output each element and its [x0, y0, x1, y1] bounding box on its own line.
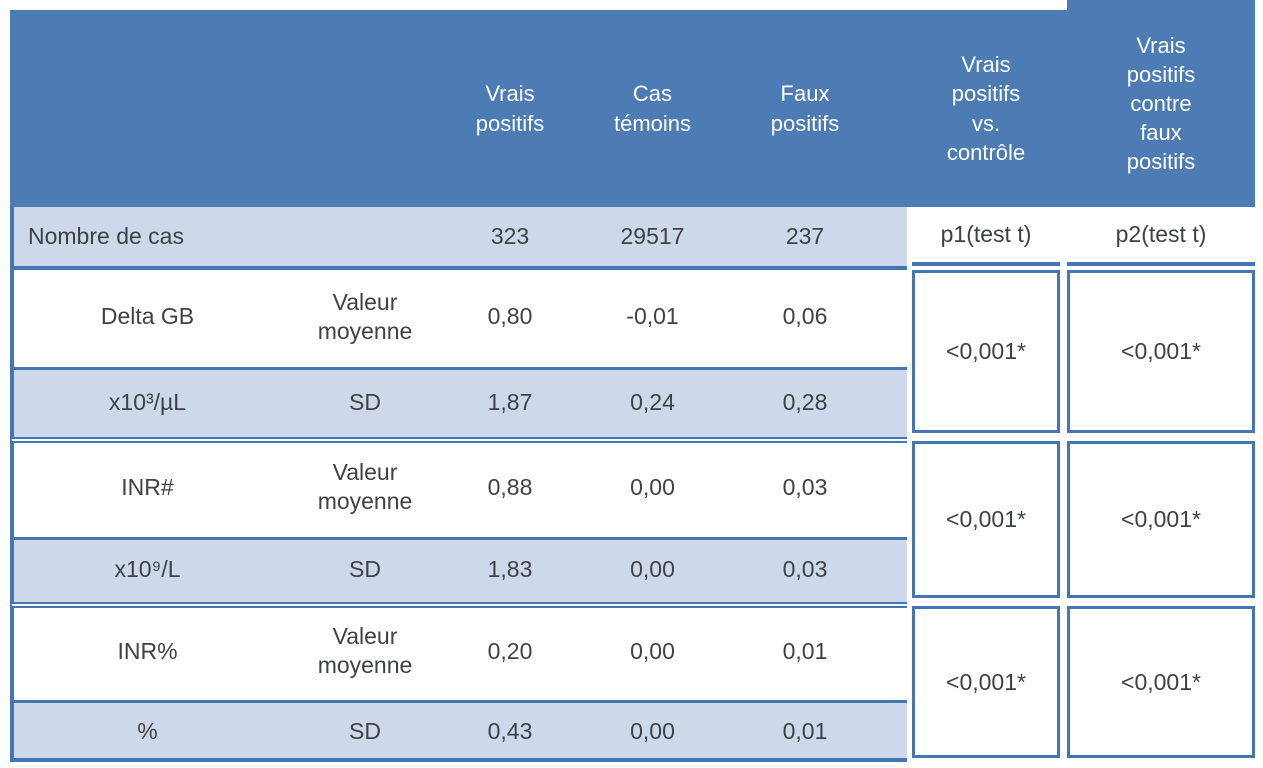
inr-pct-sd-vrais-positifs: 0,43 — [487, 717, 533, 744]
header-col-vrais-positifs: Vrais positifs — [475, 81, 545, 136]
table-header-background — [10, 10, 1067, 207]
delta-gb-p1-value: <0,001* — [912, 270, 1060, 433]
delta-gb-sd-faux-positifs: 0,28 — [782, 388, 828, 415]
delta-gb-sd-vrais-positifs: 1,87 — [487, 388, 533, 415]
inr-pct-sd-cas-temoins: 0,00 — [630, 717, 675, 744]
inr-num-p1-value: <0,001* — [912, 441, 1060, 598]
count-row-label: Nombre de cas — [28, 223, 184, 250]
header-col-vrais-positifs-contre-faux-positifs: Vrais positifs contre faux positifs — [1067, 0, 1255, 207]
row-label-inr-pct: INR% — [117, 637, 178, 664]
inr-pct-sd-faux-positifs: 0,01 — [782, 717, 828, 744]
delta-gb-mean-label: Valeur moyenne — [317, 288, 413, 344]
inr-pct-p1-value: <0,001* — [912, 606, 1060, 758]
inr-pct-mean-cas-temoins: 0,00 — [630, 637, 675, 664]
statistics-table: Vrais positifs Cas témoins Faux positifs… — [10, 0, 1255, 762]
inr-num-sd-vrais-positifs: 1,83 — [487, 556, 533, 583]
inr-num-sd-faux-positifs: 0,03 — [782, 556, 828, 583]
inr-num-mean-cas-temoins: 0,00 — [630, 473, 675, 500]
delta-gb-p2-value: <0,001* — [1067, 270, 1255, 433]
row-label-inr-num-unit: x10⁹/L — [114, 556, 181, 583]
inr-num-mean-label: Valeur moyenne — [317, 459, 413, 514]
delta-gb-mean-faux-positifs: 0,06 — [782, 303, 828, 330]
inr-num-mean-faux-positifs: 0,03 — [782, 473, 828, 500]
p1-test-label: p1(test t) — [912, 207, 1060, 266]
row-background-inr-pct-mean — [10, 602, 907, 700]
row-background-delta-gb-sd — [10, 367, 907, 437]
row-label-inr-num: INR# — [121, 473, 174, 500]
inr-num-p2-value: <0,001* — [1067, 441, 1255, 598]
row-background-inr-num-mean — [10, 437, 907, 537]
row-background-inr-pct-sd — [10, 700, 907, 762]
count-vrais-positifs: 323 — [490, 223, 530, 250]
count-faux-positifs: 237 — [785, 223, 825, 250]
inr-pct-sd-label: SD — [349, 717, 381, 744]
row-label-inr-pct-unit: % — [137, 717, 158, 744]
header-col-faux-positifs: Faux positifs — [770, 81, 840, 136]
delta-gb-sd-cas-temoins: 0,24 — [630, 388, 675, 415]
inr-num-sd-label: SD — [349, 556, 381, 583]
inr-pct-mean-faux-positifs: 0,01 — [782, 637, 828, 664]
row-background-count — [10, 207, 907, 266]
delta-gb-mean-vrais-positifs: 0,80 — [487, 303, 533, 330]
row-background-delta-gb-mean — [10, 266, 907, 367]
header-col-cas-temoins: Cas témoins — [613, 81, 692, 136]
row-label-delta-gb: Delta GB — [100, 303, 195, 330]
row-background-inr-num-sd — [10, 537, 907, 602]
inr-pct-mean-vrais-positifs: 0,20 — [487, 637, 533, 664]
inr-num-sd-cas-temoins: 0,00 — [630, 556, 675, 583]
header-col-vrais-positifs-vs-controle: Vrais positifs vs. contrôle — [946, 52, 1026, 165]
p2-test-label: p2(test t) — [1067, 207, 1255, 266]
row-label-delta-gb-unit: x10³/µL — [108, 388, 187, 415]
inr-num-mean-vrais-positifs: 0,88 — [487, 473, 533, 500]
delta-gb-mean-cas-temoins: -0,01 — [626, 303, 679, 330]
count-cas-temoins: 29517 — [620, 223, 685, 250]
inr-pct-p2-value: <0,001* — [1067, 606, 1255, 758]
inr-pct-mean-label: Valeur moyenne — [317, 623, 413, 678]
delta-gb-sd-label: SD — [349, 388, 381, 415]
